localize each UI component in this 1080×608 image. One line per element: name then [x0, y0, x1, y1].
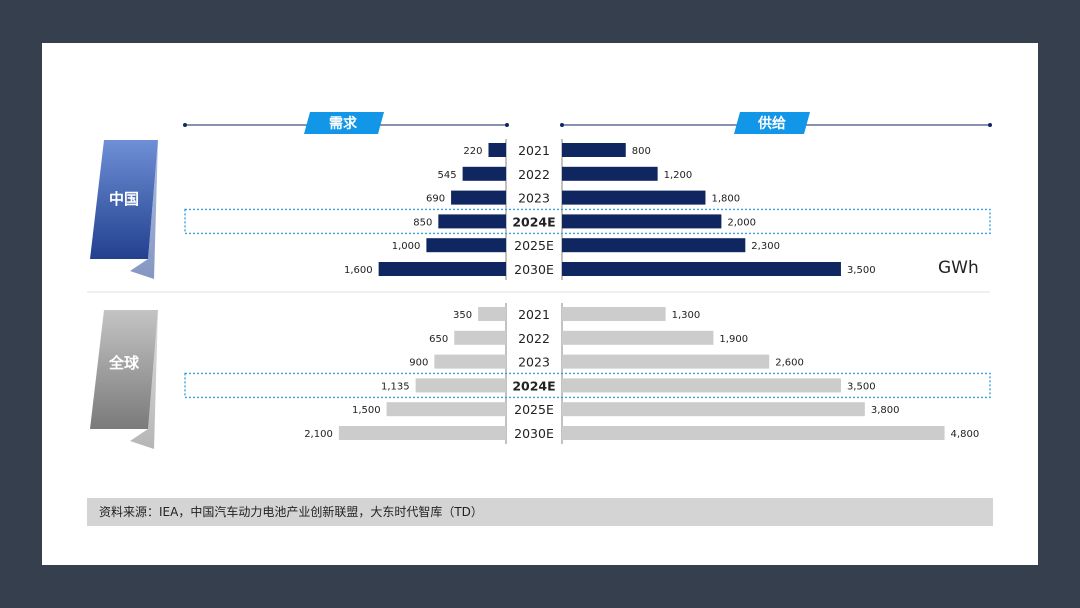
demand-line-end-dot — [505, 123, 509, 127]
supply-value-label: 1,800 — [711, 194, 740, 205]
supply-value-label: 2,300 — [751, 241, 780, 252]
demand-value-label: 2,100 — [304, 429, 333, 440]
demand-bar — [454, 330, 506, 345]
demand-header-badge — [304, 112, 384, 134]
demand-value-label: 1,000 — [392, 241, 421, 252]
supply-value-label: 4,800 — [951, 429, 980, 440]
supply-bar — [562, 238, 746, 253]
year-label: 2021 — [518, 307, 550, 322]
global-label-ribbon — [90, 310, 158, 429]
year-label: 2024E — [512, 378, 555, 393]
supply-value-label: 3,500 — [847, 265, 876, 276]
supply-line-start-dot — [560, 123, 564, 127]
global-group-label: 全球 — [108, 354, 140, 372]
unit-label: GWh — [938, 258, 979, 278]
demand-bar — [426, 238, 506, 253]
demand-line-start-dot — [183, 123, 187, 127]
demand-bar — [434, 354, 506, 369]
supply-bar — [562, 378, 841, 393]
supply-value-label: 3,800 — [871, 405, 900, 416]
supply-line-end-dot — [988, 123, 992, 127]
demand-header-label: 需求 — [329, 115, 358, 132]
demand-value-label: 900 — [409, 358, 428, 369]
supply-bar — [562, 426, 945, 440]
demand-bar — [338, 426, 506, 440]
year-label: 2022 — [518, 331, 550, 346]
demand-value-label: 350 — [453, 310, 472, 321]
supply-value-label: 1,300 — [672, 310, 701, 321]
year-label: 2025E — [514, 402, 554, 417]
demand-bar — [488, 143, 506, 157]
supply-bar — [562, 190, 706, 205]
demand-bar — [415, 378, 506, 393]
demand-bar — [378, 262, 506, 276]
slide: 需求 供给中国 220 2021 800 545 2022 1,200 690 2023 1,800… — [42, 43, 1038, 565]
supply-bar — [562, 214, 722, 229]
demand-bar — [386, 402, 506, 417]
demand-value-label: 1,135 — [381, 381, 410, 392]
supply-bar — [562, 166, 658, 181]
china-group-label: 中国 — [109, 190, 139, 208]
supply-header-badge — [734, 112, 810, 134]
source-note: 资料来源：IEA，中国汽车动力电池产业创新联盟，大东时代智库（TD） — [87, 498, 993, 526]
demand-value-label: 690 — [426, 194, 445, 205]
supply-bar — [562, 354, 770, 369]
supply-header-label: 供给 — [757, 115, 786, 132]
demand-value-label: 650 — [429, 334, 448, 345]
china-highlight-box — [184, 208, 991, 235]
supply-bar — [562, 143, 626, 157]
year-label: 2030E — [514, 426, 554, 441]
demand-value-label: 220 — [463, 146, 482, 157]
supply-bar — [562, 402, 865, 417]
demand-bar — [438, 214, 506, 229]
year-label: 2022 — [518, 167, 550, 182]
supply-bar — [562, 262, 841, 276]
year-label: 2023 — [518, 191, 550, 206]
demand-bar — [478, 307, 506, 321]
supply-value-label: 1,900 — [719, 334, 748, 345]
supply-bar — [562, 330, 714, 345]
year-label: 2025E — [514, 238, 554, 253]
demand-bar — [462, 166, 506, 181]
supply-value-label: 800 — [632, 146, 651, 157]
supply-value-label: 2,000 — [727, 217, 756, 228]
demand-value-label: 545 — [438, 170, 457, 181]
global-label-tail — [130, 310, 158, 449]
demand-value-label: 1,500 — [352, 405, 381, 416]
demand-value-label: 850 — [413, 217, 432, 228]
demand-value-label: 1,600 — [344, 265, 373, 276]
supply-value-label: 1,200 — [664, 170, 693, 181]
supply-bar — [562, 307, 666, 321]
global-highlight-box — [184, 372, 991, 399]
year-label: 2024E — [512, 214, 555, 229]
china-label-ribbon — [90, 140, 158, 259]
year-label: 2030E — [514, 262, 554, 277]
year-label: 2021 — [518, 143, 550, 158]
demand-bar — [451, 190, 506, 205]
year-label: 2023 — [518, 355, 550, 370]
supply-value-label: 2,600 — [775, 358, 804, 369]
supply-value-label: 3,500 — [847, 381, 876, 392]
china-label-tail — [130, 140, 158, 279]
